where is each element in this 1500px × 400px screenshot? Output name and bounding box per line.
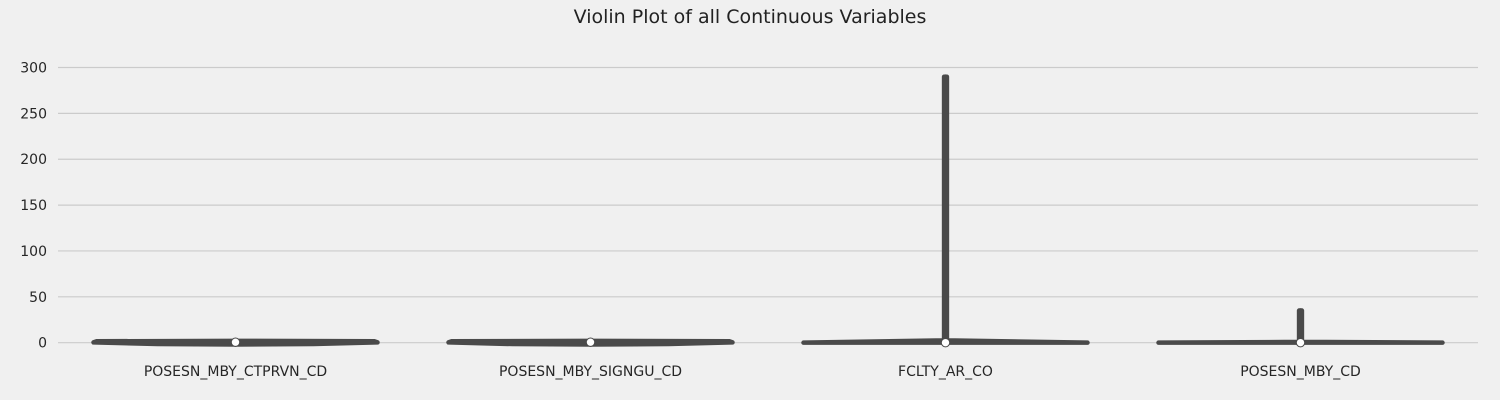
x-tick-label: POSESN_MBY_CD [1240, 364, 1361, 380]
y-tick-label: 150 [20, 198, 47, 214]
violins [91, 74, 1445, 348]
y-tick-label: 100 [20, 244, 47, 260]
x-tick-label: FCLTY_AR_CO [898, 364, 993, 380]
x-axis-ticks: POSESN_MBY_CTPRVN_CD POSESN_MBY_SIGNGU_CD… [144, 364, 1361, 380]
x-tick-label: POSESN_MBY_SIGNGU_CD [499, 364, 682, 380]
y-tick-label: 0 [38, 336, 47, 352]
y-tick-label: 250 [20, 106, 47, 122]
median-marker [1295, 337, 1306, 348]
y-tick-label: 300 [20, 61, 47, 77]
median-marker [585, 337, 596, 347]
chart-title: Violin Plot of all Continuous Variables [574, 6, 927, 28]
median-marker [940, 337, 951, 348]
y-axis-ticks: 0 50 100 150 200 250 300 [20, 61, 47, 352]
gridlines [58, 66, 1478, 344]
median-marker [230, 337, 241, 347]
y-tick-label: 200 [20, 152, 47, 168]
y-tick-label: 50 [29, 290, 47, 306]
x-tick-label: POSESN_MBY_CTPRVN_CD [144, 364, 327, 380]
